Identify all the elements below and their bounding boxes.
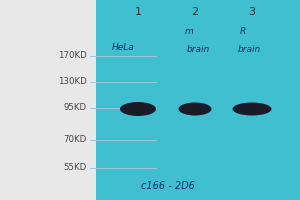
Text: brain: brain xyxy=(237,46,261,54)
Text: m: m xyxy=(184,27,194,36)
Bar xyxy=(96,0,300,200)
Text: c166 - 2D6: c166 - 2D6 xyxy=(141,181,195,191)
Ellipse shape xyxy=(232,102,272,116)
Text: 95KD: 95KD xyxy=(64,104,87,112)
Text: 3: 3 xyxy=(248,7,256,17)
Text: brain: brain xyxy=(186,46,210,54)
Text: 2: 2 xyxy=(191,7,199,17)
Text: R: R xyxy=(240,27,246,36)
Text: 130KD: 130KD xyxy=(58,77,87,86)
Text: 70KD: 70KD xyxy=(64,136,87,144)
Text: HeLa: HeLa xyxy=(112,44,134,52)
Text: 55KD: 55KD xyxy=(64,164,87,172)
Text: 1: 1 xyxy=(134,7,142,17)
Ellipse shape xyxy=(120,102,156,116)
Ellipse shape xyxy=(178,102,212,116)
Text: 170KD: 170KD xyxy=(58,51,87,60)
